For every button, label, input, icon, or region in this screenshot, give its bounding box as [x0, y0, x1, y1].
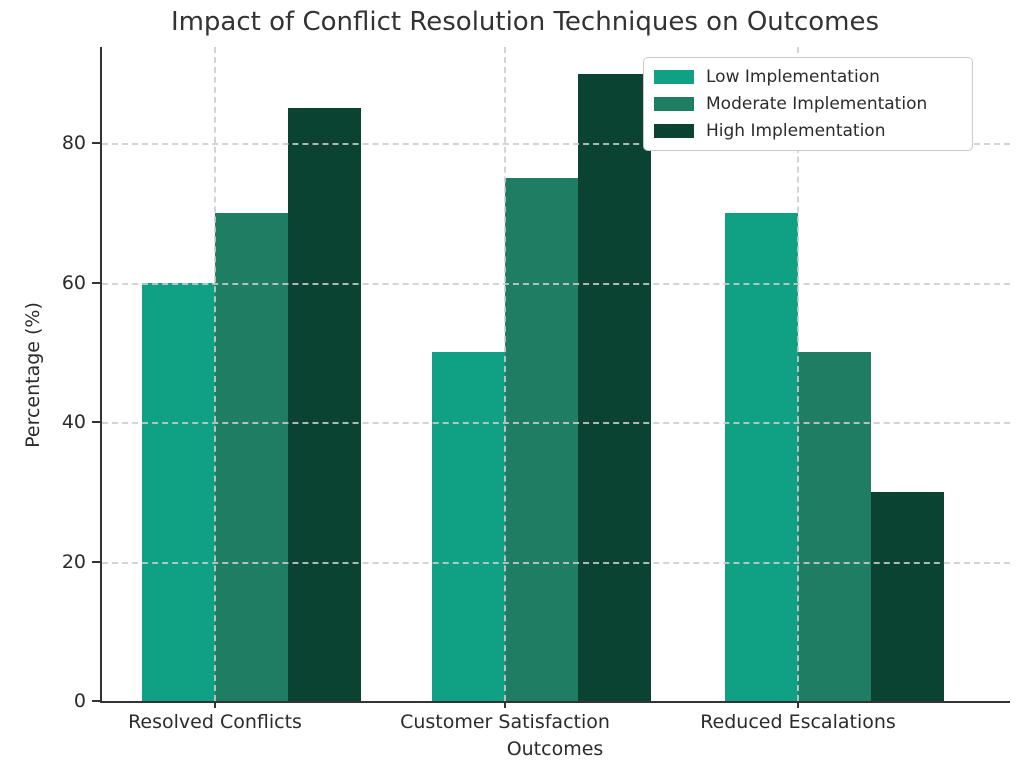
y-tick-mark [92, 560, 100, 563]
horizontal-gridline [102, 143, 1010, 146]
y-tick-mark [92, 142, 100, 145]
legend-swatch [654, 70, 694, 84]
horizontal-gridline [102, 422, 1010, 425]
bar-high-1 [578, 73, 651, 701]
legend-swatch [654, 124, 694, 138]
horizontal-gridline [102, 282, 1010, 285]
legend-label: Moderate Implementation [706, 94, 928, 114]
x-tick-mark [214, 701, 216, 708]
plot-area: 0 20 40 60 80 Resolved Conflicts Customer Sati… [62, 47, 1010, 733]
x-axis-label: Outcomes [506, 738, 604, 760]
x-tick-label: Reduced Escalations [700, 711, 896, 733]
legend-entry: Moderate Implementation [654, 94, 962, 114]
y-tick-label: 40 [61, 411, 86, 434]
y-tick-mark [92, 281, 100, 284]
y-tick-label: 80 [61, 132, 86, 155]
bar-high-0 [288, 108, 361, 701]
x-tick-label: Resolved Conflicts [128, 711, 302, 733]
legend-label: Low Implementation [706, 67, 880, 87]
y-tick-label: 20 [61, 550, 86, 573]
bar-moderate-2 [798, 352, 871, 701]
vertical-gridline [504, 47, 506, 701]
bar-low-2 [725, 212, 798, 701]
bar-moderate-1 [505, 178, 578, 701]
y-tick-mark [92, 700, 100, 702]
chart-title: Impact of Conflict Resolution Techniques… [170, 7, 880, 37]
vertical-gridline [797, 47, 799, 701]
bar-high-2 [871, 491, 944, 701]
legend-entry: Low Implementation [654, 67, 962, 87]
bar-low-1 [432, 352, 505, 701]
x-tick-mark [504, 701, 506, 708]
legend-swatch [654, 97, 694, 111]
vertical-gridline [214, 47, 216, 701]
legend-label: High Implementation [706, 121, 886, 141]
y-tick-label: 60 [61, 271, 86, 294]
bar-moderate-0 [215, 212, 288, 701]
bar-low-0 [142, 282, 215, 701]
y-axis-label: Percentage (%) [22, 302, 44, 448]
y-tick-label: 0 [73, 690, 86, 712]
y-tick-mark [92, 421, 100, 424]
legend: Low Implementation Moderate Implementatio… [643, 57, 973, 151]
legend-entry: High Implementation [654, 121, 962, 141]
x-tick-label: Customer Satisfaction [400, 711, 610, 733]
x-tick-mark [797, 701, 799, 708]
horizontal-gridline [102, 561, 1010, 564]
